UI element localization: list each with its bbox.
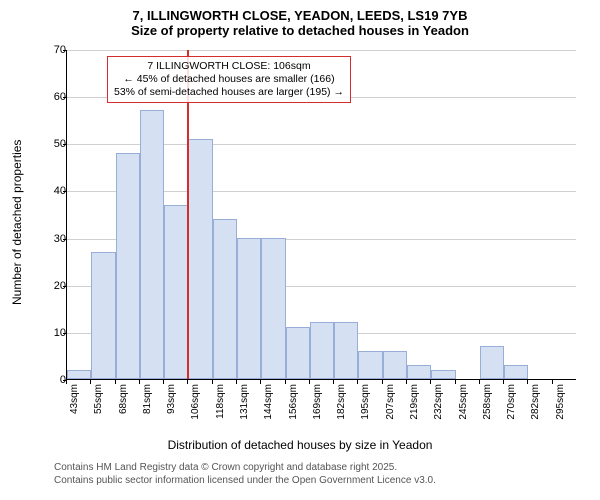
y-tick-mark [63, 97, 67, 98]
histogram-bar [480, 346, 504, 379]
x-tick-label: 93sqm [166, 384, 177, 414]
x-tick-label: 258sqm [482, 384, 493, 420]
x-tick-mark [479, 380, 480, 384]
x-tick-mark [552, 380, 553, 384]
y-axis: 010203040506070 [40, 50, 66, 380]
chart-plot-area: 7 ILLINGWORTH CLOSE: 106sqm ← 45% of det… [66, 50, 576, 380]
x-tick-label: 195sqm [360, 384, 371, 420]
y-tick-mark [63, 239, 67, 240]
x-tick-label: 295sqm [555, 384, 566, 420]
x-tick-label: 55sqm [93, 384, 104, 414]
histogram-bar [286, 327, 310, 379]
chart-title-sub: Size of property relative to detached ho… [0, 23, 600, 42]
x-tick-label: 68sqm [118, 384, 129, 414]
histogram-bar [188, 139, 212, 379]
y-tick-mark [63, 144, 67, 145]
x-tick-mark [285, 380, 286, 384]
x-tick-mark [430, 380, 431, 384]
x-tick-mark [139, 380, 140, 384]
x-tick-mark [163, 380, 164, 384]
x-tick-label: 131sqm [239, 384, 250, 420]
x-tick-label: 207sqm [385, 384, 396, 420]
x-tick-mark [260, 380, 261, 384]
histogram-bar [431, 370, 455, 379]
callout-box: 7 ILLINGWORTH CLOSE: 106sqm ← 45% of det… [107, 56, 351, 103]
x-tick-mark [187, 380, 188, 384]
x-tick-label: 106sqm [190, 384, 201, 420]
histogram-bar [67, 370, 91, 379]
grid-line [67, 50, 576, 51]
histogram-bar [261, 238, 285, 379]
y-tick-mark [63, 333, 67, 334]
x-tick-mark [527, 380, 528, 384]
histogram-bar [407, 365, 431, 379]
x-tick-mark [212, 380, 213, 384]
attribution-line-1: Contains HM Land Registry data © Crown c… [54, 462, 436, 475]
x-tick-label: 43sqm [69, 384, 80, 414]
x-tick-label: 232sqm [433, 384, 444, 420]
callout-line-3: 53% of semi-detached houses are larger (… [114, 86, 344, 99]
attribution-text: Contains HM Land Registry data © Crown c… [54, 462, 436, 487]
y-tick-mark [63, 191, 67, 192]
histogram-bar [334, 322, 358, 379]
y-axis-label: Number of detached properties [10, 140, 24, 305]
x-tick-mark [333, 380, 334, 384]
x-tick-label: 81sqm [142, 384, 153, 414]
histogram-bar [237, 238, 261, 379]
x-tick-label: 169sqm [312, 384, 323, 420]
x-tick-mark [406, 380, 407, 384]
histogram-bar [164, 205, 188, 379]
x-tick-mark [66, 380, 67, 384]
x-tick-mark [455, 380, 456, 384]
x-tick-mark [382, 380, 383, 384]
x-tick-label: 118sqm [215, 384, 226, 419]
x-tick-label: 219sqm [409, 384, 420, 420]
plot-box: 7 ILLINGWORTH CLOSE: 106sqm ← 45% of det… [66, 50, 576, 380]
x-tick-label: 270sqm [506, 384, 517, 420]
histogram-bar [504, 365, 528, 379]
x-tick-label: 282sqm [530, 384, 541, 420]
attribution-line-2: Contains public sector information licen… [54, 475, 436, 488]
x-tick-label: 144sqm [263, 384, 274, 420]
histogram-bar [383, 351, 407, 379]
x-tick-mark [309, 380, 310, 384]
histogram-bar [91, 252, 115, 379]
x-tick-mark [503, 380, 504, 384]
x-tick-label: 156sqm [288, 384, 299, 420]
x-tick-label: 245sqm [458, 384, 469, 420]
x-tick-mark [115, 380, 116, 384]
x-axis-label: Distribution of detached houses by size … [0, 438, 600, 452]
histogram-bar [358, 351, 382, 379]
histogram-bar [140, 110, 164, 379]
y-tick-mark [63, 286, 67, 287]
histogram-bar [310, 322, 334, 379]
x-tick-label: 182sqm [336, 384, 347, 420]
chart-title-main: 7, ILLINGWORTH CLOSE, YEADON, LEEDS, LS1… [0, 0, 600, 23]
y-tick-mark [63, 50, 67, 51]
callout-line-1: 7 ILLINGWORTH CLOSE: 106sqm [114, 60, 344, 73]
x-tick-mark [90, 380, 91, 384]
x-tick-mark [357, 380, 358, 384]
histogram-bar [213, 219, 237, 379]
histogram-bar [116, 153, 140, 379]
callout-line-2: ← 45% of detached houses are smaller (16… [114, 73, 344, 86]
x-tick-mark [236, 380, 237, 384]
x-axis: 43sqm 55sqm 68sqm 81sqm 93sqm 106sqm 118sqm 131… [66, 380, 576, 440]
